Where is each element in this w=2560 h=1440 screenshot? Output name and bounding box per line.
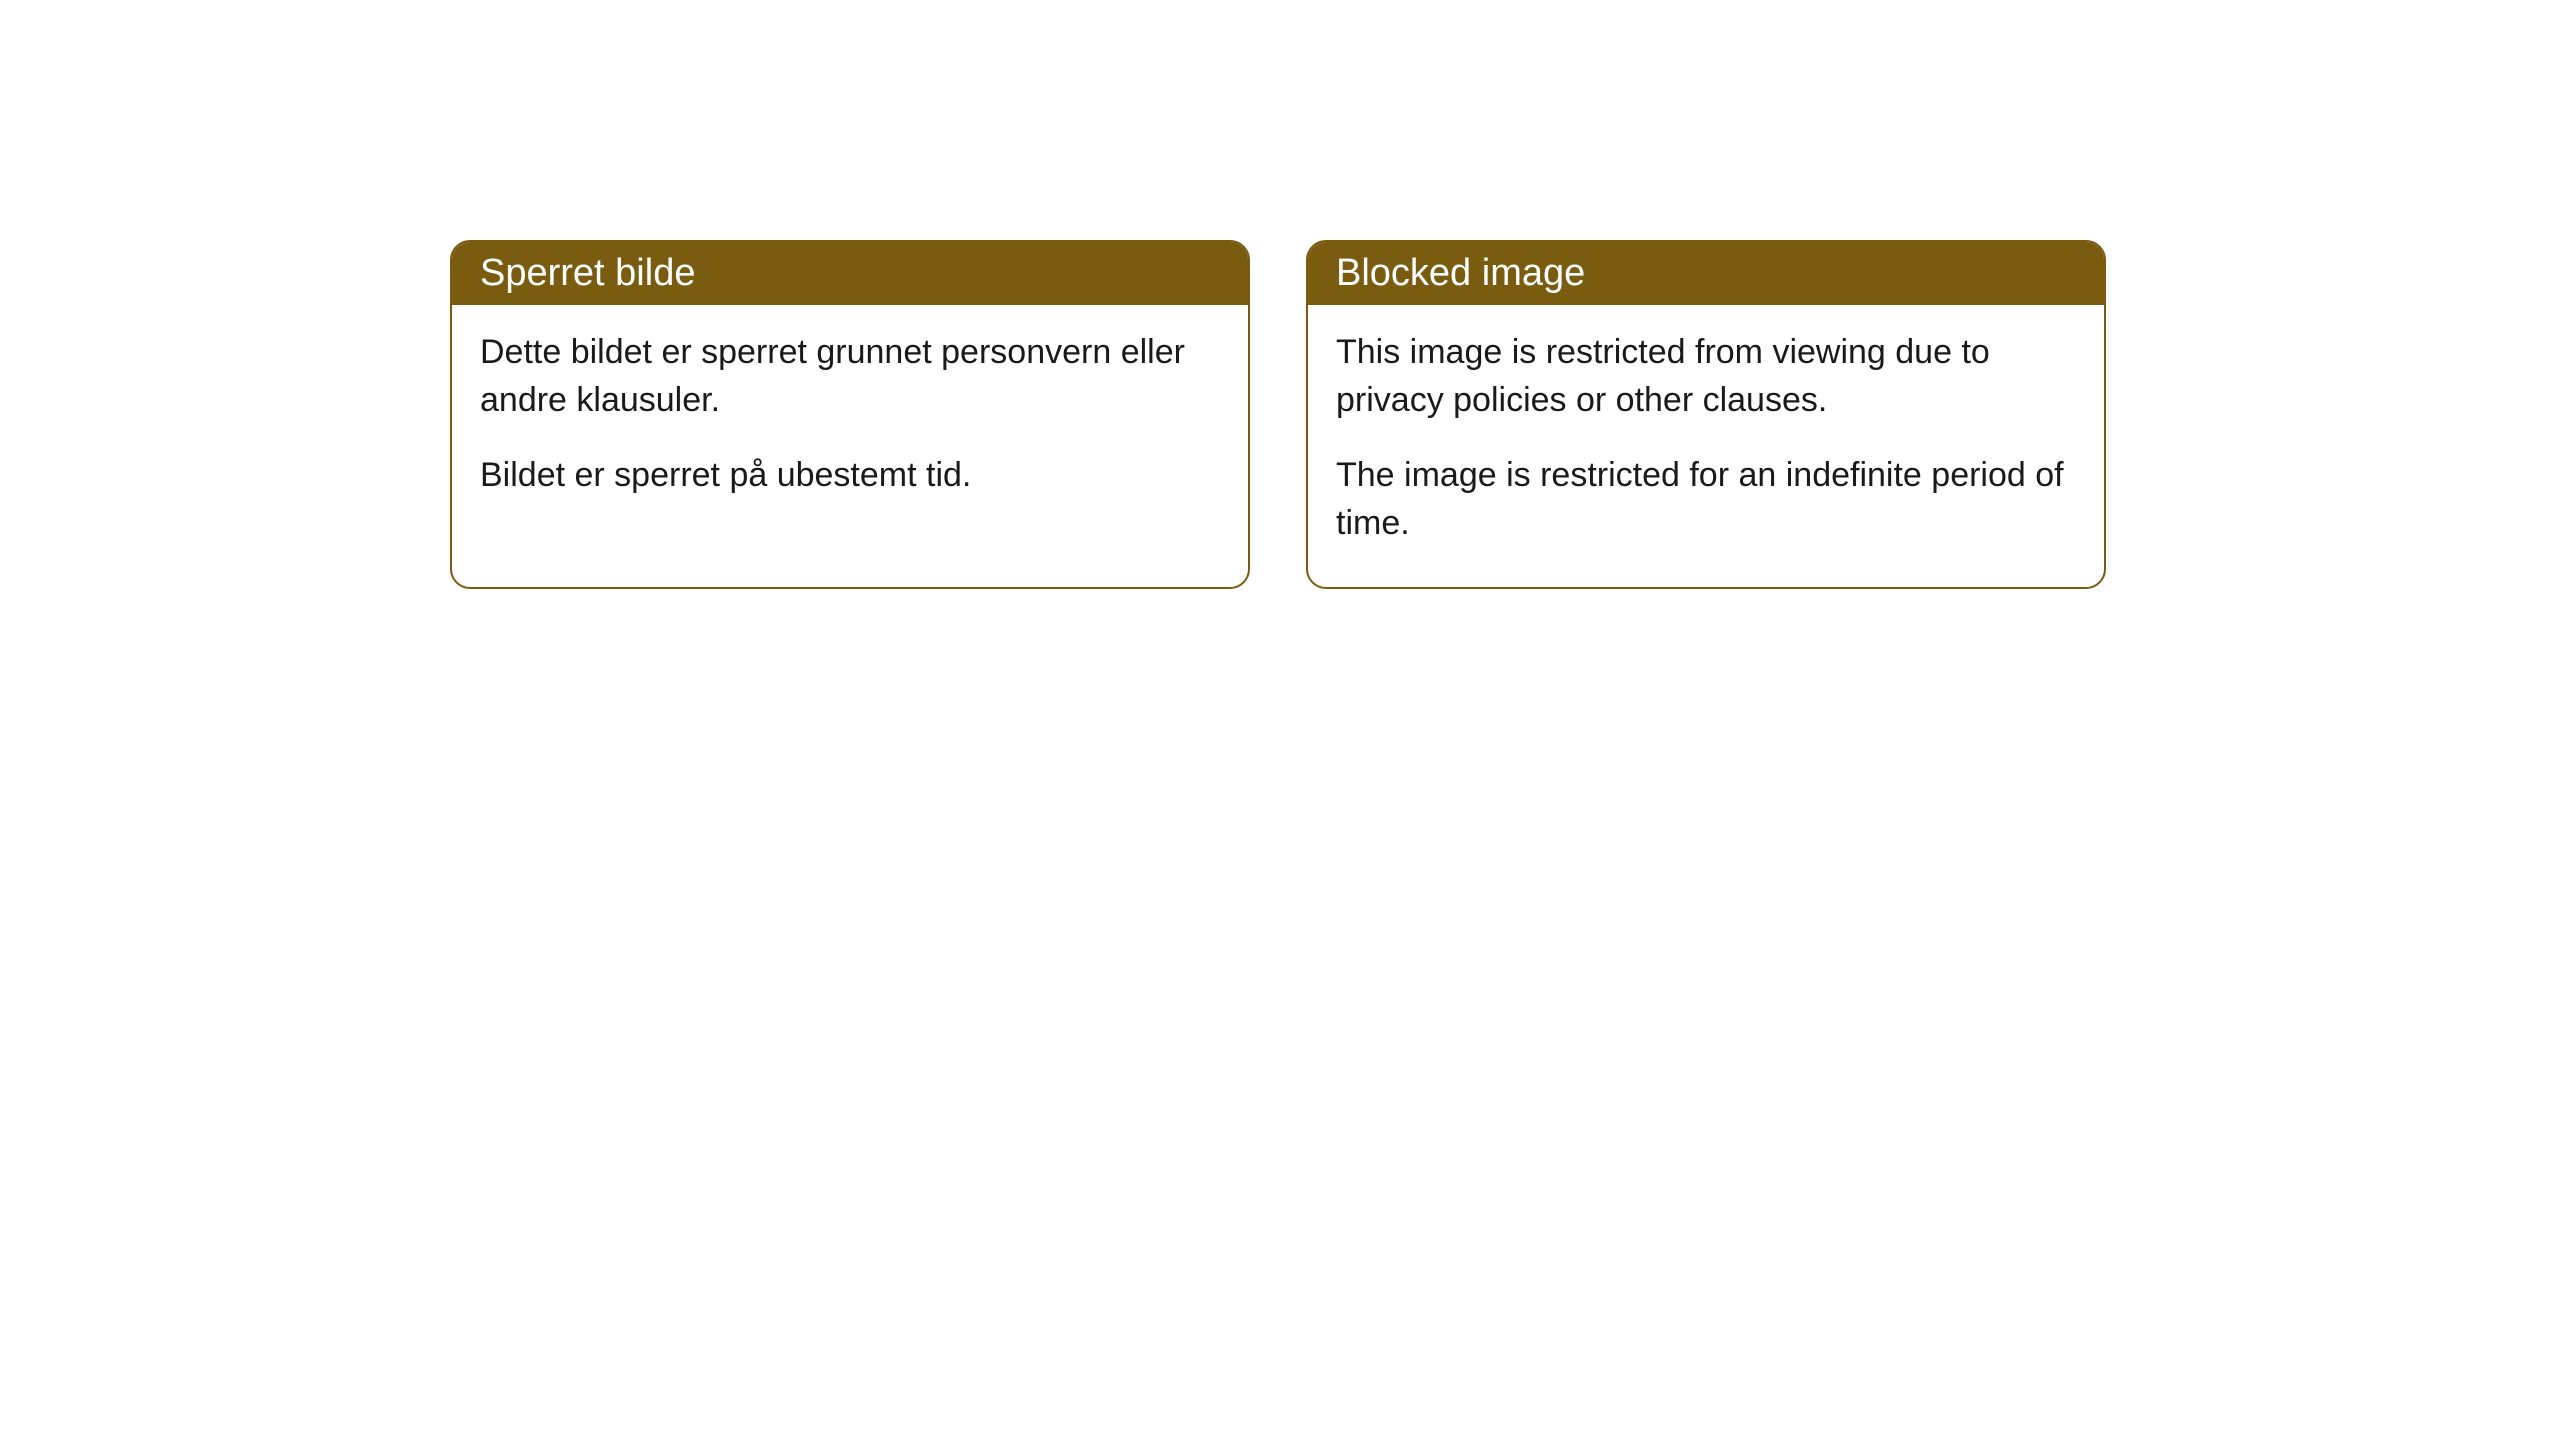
notice-text-duration: The image is restricted for an indefinit… [1336,452,2076,547]
notice-body-norwegian: Dette bildet er sperret grunnet personve… [452,305,1248,540]
notice-cards-container: Sperret bilde Dette bildet er sperret gr… [450,240,2106,589]
notice-card-english: Blocked image This image is restricted f… [1306,240,2106,589]
notice-text-reason: This image is restricted from viewing du… [1336,329,2076,424]
notice-header-english: Blocked image [1308,242,2104,305]
notice-body-english: This image is restricted from viewing du… [1308,305,2104,587]
notice-text-reason: Dette bildet er sperret grunnet personve… [480,329,1220,424]
notice-header-norwegian: Sperret bilde [452,242,1248,305]
notice-card-norwegian: Sperret bilde Dette bildet er sperret gr… [450,240,1250,589]
notice-text-duration: Bildet er sperret på ubestemt tid. [480,452,1220,500]
